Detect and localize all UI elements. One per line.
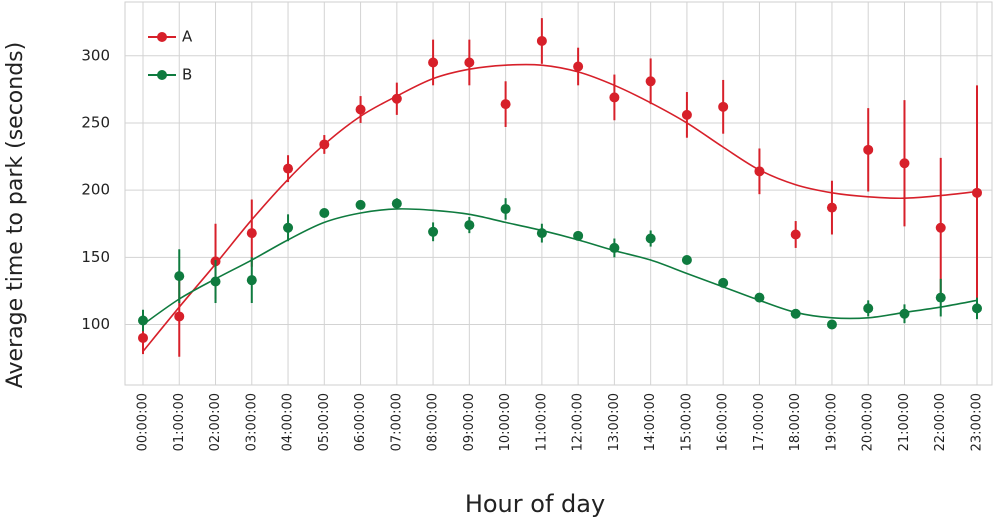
data-point — [536, 228, 547, 239]
x-tick-label: 04:00:00 — [281, 393, 296, 451]
data-point — [899, 308, 910, 319]
data-point — [246, 228, 257, 239]
data-point — [210, 276, 221, 287]
x-tick-label: 06:00:00 — [353, 393, 368, 451]
data-point — [464, 220, 475, 231]
data-point — [645, 76, 656, 87]
data-point — [138, 332, 148, 343]
x-tick-label: 21:00:00 — [897, 393, 912, 451]
fit-line — [142, 63, 978, 352]
data-point — [826, 202, 837, 213]
data-point — [972, 187, 982, 198]
legend-label: B — [182, 66, 192, 84]
data-point — [246, 275, 257, 286]
y-tick-label: 100 — [81, 315, 110, 333]
x-tick-label: 14:00:00 — [643, 393, 658, 451]
data-point — [138, 315, 148, 326]
data-point — [319, 139, 330, 150]
data-point — [609, 242, 620, 253]
y-tick-label: 300 — [81, 46, 110, 64]
legend-label: A — [182, 28, 193, 46]
data-point — [500, 203, 511, 214]
data-point — [790, 229, 801, 240]
x-tick-label: 13:00:00 — [607, 393, 622, 451]
x-tick-label: 17:00:00 — [752, 393, 767, 451]
y-tick-label: 200 — [81, 181, 110, 199]
data-point — [718, 101, 729, 112]
data-point — [319, 207, 330, 218]
x-tick-label: 10:00:00 — [498, 393, 513, 451]
x-tick-label: 23:00:00 — [970, 393, 985, 451]
x-tick-label: 00:00:00 — [136, 393, 151, 451]
data-point — [863, 144, 874, 155]
data-point — [899, 158, 910, 169]
x-tick-label: 15:00:00 — [679, 393, 694, 451]
x-tick-label: 22:00:00 — [933, 393, 948, 451]
data-point — [972, 303, 982, 314]
plot-frame — [124, 1, 993, 386]
data-point — [609, 92, 620, 103]
y-tick-label: 250 — [81, 113, 110, 131]
x-tick-label: 18:00:00 — [788, 393, 803, 451]
data-point — [428, 226, 439, 237]
data-point — [935, 222, 946, 233]
data-point — [681, 109, 692, 120]
y-tick-label: 150 — [81, 248, 110, 266]
data-point — [826, 319, 837, 330]
x-tick-label: 05:00:00 — [317, 393, 332, 451]
legend-marker — [157, 70, 167, 80]
data-point — [174, 271, 185, 282]
x-tick-label: 11:00:00 — [534, 393, 549, 451]
x-tick-label: 12:00:00 — [571, 393, 586, 451]
data-point — [935, 292, 946, 303]
x-tick-label: 02:00:00 — [208, 393, 223, 451]
x-tick-label: 07:00:00 — [389, 393, 404, 451]
x-tick-label: 03:00:00 — [244, 393, 259, 451]
x-tick-label: 01:00:00 — [172, 393, 187, 451]
data-point — [500, 99, 511, 110]
data-point — [391, 198, 402, 209]
data-point — [355, 104, 366, 115]
data-point — [681, 255, 692, 266]
data-point — [754, 292, 765, 303]
x-tick-label: 16:00:00 — [716, 393, 731, 451]
data-point — [174, 311, 185, 322]
data-point — [464, 57, 475, 68]
y-axis-label: Average time to park (seconds) — [3, 42, 28, 388]
data-point — [790, 308, 801, 319]
data-point — [573, 61, 584, 72]
x-axis-label: Hour of day — [465, 490, 605, 518]
data-point — [391, 93, 402, 104]
data-point — [283, 222, 294, 233]
data-point — [283, 163, 294, 174]
data-point — [718, 277, 729, 288]
data-point — [863, 303, 874, 314]
x-tick-label: 08:00:00 — [426, 393, 441, 451]
data-point — [645, 233, 656, 244]
data-point — [573, 230, 584, 241]
x-tick-label: 19:00:00 — [824, 393, 839, 451]
data-point — [428, 57, 439, 68]
x-tick-label: 20:00:00 — [861, 393, 876, 451]
fit-line — [142, 208, 978, 326]
data-point — [355, 199, 366, 210]
legend-marker — [157, 32, 167, 42]
x-tick-label: 09:00:00 — [462, 393, 477, 451]
data-point — [754, 166, 765, 177]
data-point — [536, 35, 547, 46]
